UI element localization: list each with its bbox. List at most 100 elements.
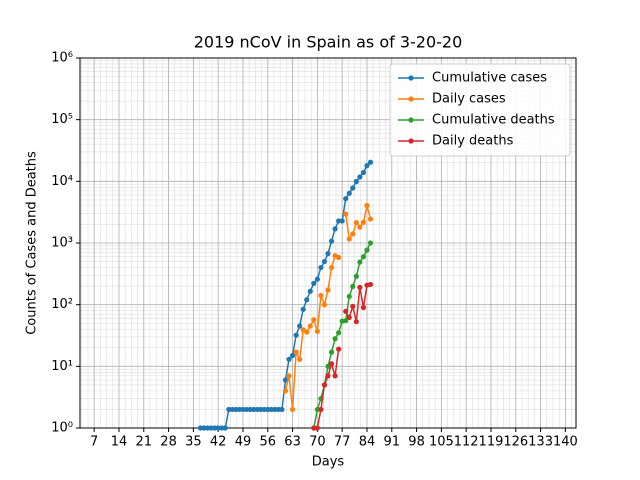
y-tick-label: 10⁰ xyxy=(51,421,73,436)
x-tick-label: 42 xyxy=(210,435,227,450)
data-point xyxy=(321,258,328,265)
data-point xyxy=(222,425,228,431)
data-point xyxy=(328,264,335,271)
data-point xyxy=(286,373,292,379)
data-point xyxy=(314,328,320,334)
data-point xyxy=(357,284,363,290)
data-point xyxy=(350,303,356,309)
y-tick-label: 10³ xyxy=(51,236,73,251)
data-point xyxy=(353,178,359,185)
data-point xyxy=(318,264,324,271)
legend-marker xyxy=(408,138,414,144)
data-point xyxy=(353,319,359,325)
data-point xyxy=(300,306,306,312)
data-point xyxy=(328,349,335,355)
x-tick-label: 70 xyxy=(309,435,326,450)
plot-frame xyxy=(79,57,577,429)
data-point xyxy=(364,163,370,169)
y-tick-label: 10⁵ xyxy=(51,112,73,127)
data-point xyxy=(311,317,317,323)
data-point xyxy=(289,352,296,359)
data-point xyxy=(286,356,292,362)
legend-marker xyxy=(408,96,414,102)
chart-title: 2019 nCoV in Spain as of 3-20-20 xyxy=(194,33,463,52)
data-point xyxy=(321,302,328,308)
data-point xyxy=(282,388,289,394)
data-point xyxy=(328,238,335,244)
data-point xyxy=(367,216,374,222)
data-point xyxy=(297,323,303,329)
data-point xyxy=(328,361,335,367)
x-tick-label: 91 xyxy=(383,435,400,450)
data-point xyxy=(367,240,374,246)
data-point xyxy=(357,174,363,180)
data-point xyxy=(360,304,367,311)
x-axis-label: Days xyxy=(312,455,345,470)
legend-label: Cumulative cases xyxy=(432,71,547,86)
legend-label: Daily cases xyxy=(432,92,506,107)
data-point xyxy=(332,373,338,379)
data-point xyxy=(367,159,374,165)
x-tick-label: 63 xyxy=(284,435,301,450)
data-point xyxy=(314,425,320,431)
data-point xyxy=(318,406,324,413)
x-tick-label: 140 xyxy=(553,435,578,450)
x-tick-label: 119 xyxy=(479,435,504,450)
data-point xyxy=(293,332,299,338)
data-point xyxy=(353,273,359,279)
x-tick-label: 126 xyxy=(503,435,528,450)
legend-marker xyxy=(408,117,414,123)
data-point xyxy=(339,218,345,224)
data-point xyxy=(367,281,374,288)
y-tick-label: 10⁴ xyxy=(51,174,73,189)
x-tick-label: 21 xyxy=(135,435,152,450)
x-tick-label: 28 xyxy=(160,435,177,450)
data-point xyxy=(325,373,331,379)
data-point xyxy=(325,251,331,257)
data-point xyxy=(279,406,285,413)
data-point xyxy=(364,202,370,209)
data-point xyxy=(364,247,370,253)
data-point xyxy=(325,287,331,293)
x-tick-label: 77 xyxy=(334,435,351,450)
data-point xyxy=(343,211,349,217)
y-tick-label: 10¹ xyxy=(51,359,73,374)
data-point xyxy=(346,190,352,196)
data-point xyxy=(353,219,359,226)
data-point xyxy=(318,292,324,299)
data-point xyxy=(336,346,342,352)
x-tick-label: 49 xyxy=(235,435,252,450)
data-point xyxy=(314,276,320,282)
data-point xyxy=(357,224,363,230)
data-point xyxy=(307,323,313,329)
data-point xyxy=(336,254,342,261)
data-point xyxy=(346,314,352,321)
data-point xyxy=(346,293,352,300)
data-point xyxy=(343,196,349,202)
data-point xyxy=(350,283,356,289)
x-tick-label: 7 xyxy=(90,435,98,450)
y-tick-label: 10⁶ xyxy=(51,51,73,66)
data-point xyxy=(289,406,296,413)
data-point xyxy=(350,185,356,191)
y-axis-label: Counts of Cases and Deaths xyxy=(25,151,40,335)
x-tick-label: 35 xyxy=(185,435,202,450)
data-point xyxy=(360,219,367,225)
data-point xyxy=(307,288,313,294)
data-point xyxy=(360,169,367,176)
x-tick-label: 84 xyxy=(359,435,376,450)
data-point xyxy=(297,356,303,362)
data-point xyxy=(332,336,338,342)
data-point xyxy=(350,231,356,237)
data-point xyxy=(293,349,299,355)
y-tick-label: 10² xyxy=(51,297,73,312)
data-point xyxy=(343,318,349,324)
x-tick-label: 14 xyxy=(111,435,128,450)
x-tick-label: 56 xyxy=(259,435,276,450)
data-point xyxy=(304,297,310,303)
data-point xyxy=(321,382,328,388)
x-tick-label: 98 xyxy=(408,435,425,450)
data-point xyxy=(357,259,363,265)
data-point xyxy=(360,254,367,260)
